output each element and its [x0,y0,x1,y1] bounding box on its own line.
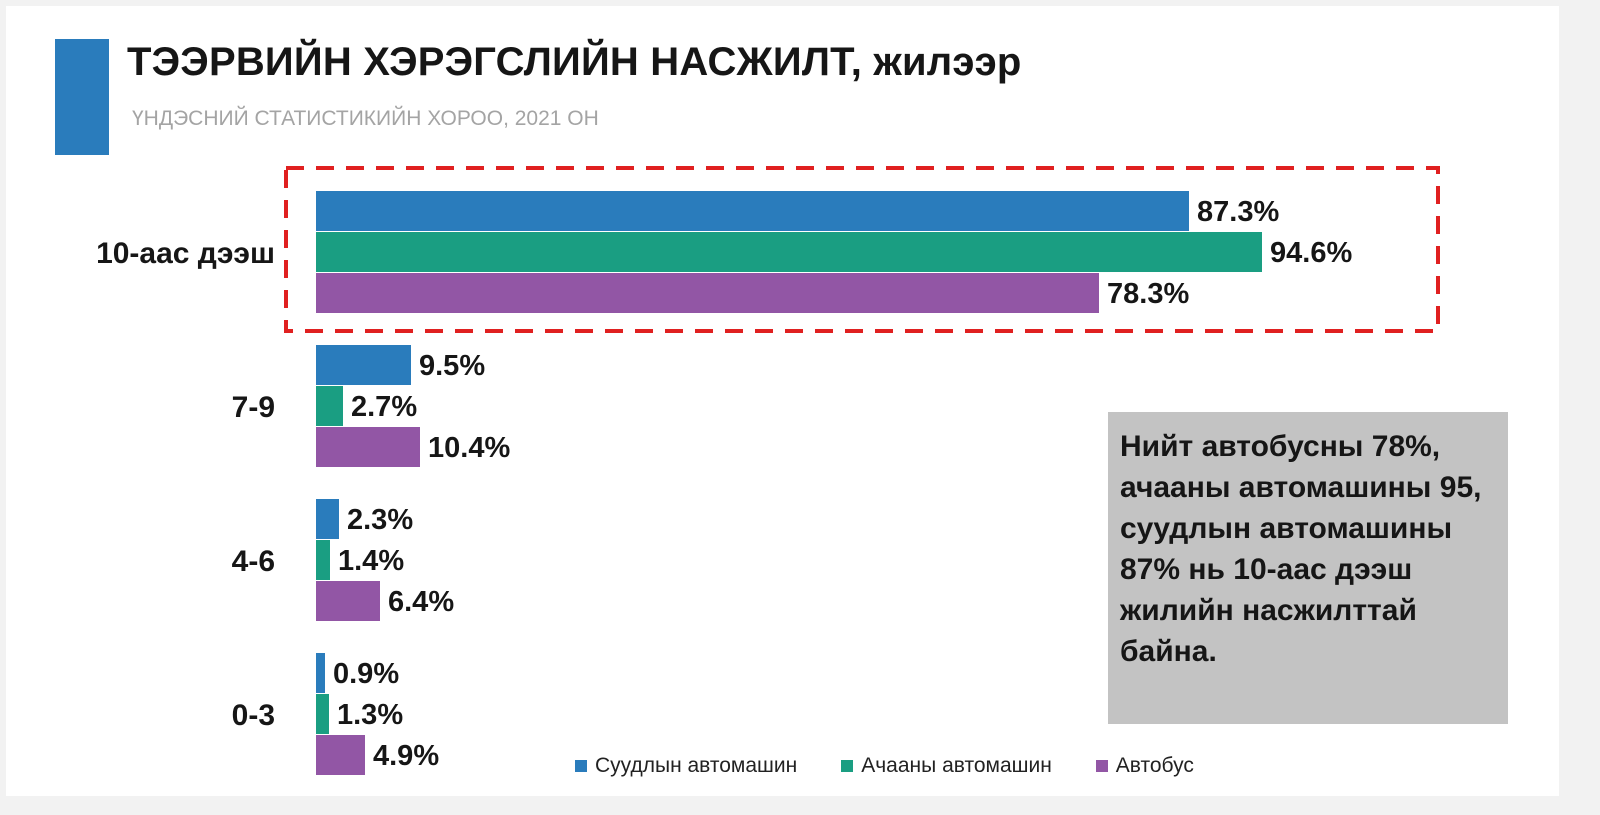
bar-bus-1 [316,427,420,467]
data-label-truck-2: 1.4% [338,545,404,577]
legend-label-bus: Автобус [1115,754,1194,777]
data-label-truck-0: 94.6% [1270,237,1352,269]
data-label-bus-3: 4.9% [373,740,439,772]
bar-bus-2 [316,581,380,621]
legend-item-passenger-car: Суудлын автомашин [575,754,797,778]
category-label-0: 10-аас дээш [96,237,275,270]
bar-bus-0 [316,273,1099,313]
legend-item-bus: Автобус [1095,754,1194,778]
category-label-2: 4-6 [232,545,275,578]
bar-passenger-car-0 [316,191,1189,231]
data-label-bus-0: 78.3% [1107,278,1189,310]
data-label-truck-3: 1.3% [337,699,403,731]
legend-swatch-truck [841,760,854,772]
bar-truck-0 [316,232,1262,272]
bar-passenger-car-2 [316,499,339,539]
category-label-3: 0-3 [232,699,275,732]
bar-passenger-car-3 [316,653,325,693]
legend-swatch-bus [1095,760,1108,772]
data-label-passenger-car-3: 0.9% [333,658,399,690]
chart-title: ТЭЭРВИЙН ХЭРЭГСЛИЙН НАСЖИЛТ, жилээр [127,40,1022,84]
legend-label-passenger-car: Суудлын автомашин [595,754,798,777]
bar-truck-2 [316,540,330,580]
legend-label-truck: Ачааны автомашин [861,754,1052,777]
bar-bus-3 [316,735,365,775]
data-label-passenger-car-0: 87.3% [1197,196,1279,228]
highlight-box [284,166,1440,333]
category-label-1: 7-9 [232,391,275,424]
data-label-passenger-car-1: 9.5% [419,350,485,382]
data-label-bus-1: 10.4% [428,432,510,464]
bar-truck-3 [316,694,329,734]
chart-legend: Суудлын автомашин Ачааны автомашин Автоб… [575,754,1194,778]
summary-note: Нийт автобусны 78%, ачааны автомашины 95… [1108,412,1508,724]
bar-passenger-car-1 [316,345,411,385]
data-label-passenger-car-2: 2.3% [347,504,413,536]
bar-truck-1 [316,386,343,426]
chart-subtitle: ҮНДЭСНИЙ СТАТИСТИКИЙН ХОРОО, 2021 ОН [132,107,599,130]
data-label-bus-2: 6.4% [388,586,454,618]
title-accent-bar [55,39,109,155]
legend-item-truck: Ачааны автомашин [841,754,1052,778]
legend-swatch-passenger-car [575,760,587,772]
data-label-truck-1: 2.7% [351,391,417,423]
